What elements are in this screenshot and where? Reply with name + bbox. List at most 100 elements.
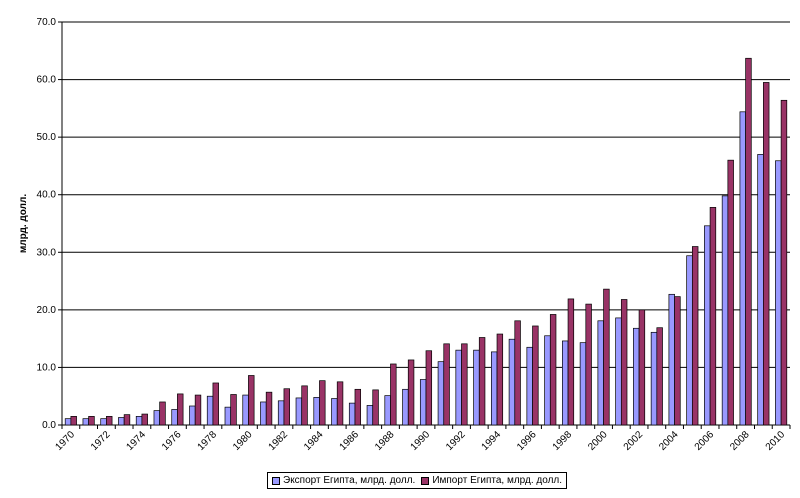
- bar-export-1980: [242, 394, 249, 426]
- bar-export-1997: [544, 335, 551, 426]
- x-tick-label: 1984: [302, 429, 326, 453]
- bar-export-1985: [331, 398, 338, 426]
- bar-export-2009: [757, 154, 764, 426]
- x-tick-label: 1986: [338, 429, 362, 453]
- x-tick-label: 2010: [764, 429, 788, 453]
- bar-export-1983: [295, 397, 303, 426]
- bar-import-1986: [354, 388, 362, 426]
- x-tick-label: 1976: [160, 429, 184, 453]
- bar-import-1990: [425, 350, 433, 426]
- x-tick-label: 1998: [551, 429, 575, 453]
- bar-export-1993: [473, 349, 480, 426]
- bar-import-1979: [230, 394, 237, 426]
- y-tick-label: 20.0: [37, 305, 57, 316]
- bar-import-1970: [70, 416, 77, 426]
- bar-export-1984: [313, 397, 320, 426]
- bar-export-1973: [118, 417, 125, 426]
- bar-export-1988: [384, 395, 391, 426]
- bar-import-2010: [780, 99, 788, 426]
- bar-export-1977: [189, 405, 196, 426]
- bar-export-1974: [135, 416, 143, 426]
- bar-export-2010: [775, 160, 782, 426]
- bar-export-1998: [562, 340, 569, 426]
- legend-item-export: Экспорт Египта, млрд. долл.: [272, 475, 415, 486]
- bar-import-1976: [177, 393, 184, 426]
- bar-export-1970: [64, 418, 72, 426]
- bar-export-1995: [508, 338, 516, 426]
- legend-label-export: Экспорт Египта, млрд. долл.: [283, 475, 416, 486]
- bar-import-1972: [106, 416, 113, 426]
- legend: Экспорт Египта, млрд. долл. Импорт Египт…: [267, 472, 568, 489]
- x-tick-label: 1988: [373, 429, 397, 453]
- x-tick-label: 2004: [657, 429, 681, 453]
- bar-import-2005: [691, 246, 699, 426]
- bar-export-1992: [455, 349, 462, 426]
- x-tick-label: 1978: [196, 429, 220, 453]
- bar-import-2000: [603, 288, 610, 426]
- bar-import-1983: [301, 385, 308, 426]
- y-tick-label: 40.0: [37, 190, 57, 201]
- bar-export-2001: [615, 317, 622, 426]
- bar-export-1972: [100, 418, 107, 426]
- bar-import-1975: [159, 401, 166, 426]
- bar-export-2005: [686, 255, 693, 426]
- y-tick-label: 0.0: [42, 420, 56, 431]
- x-tick-label: 1982: [267, 429, 291, 453]
- x-tick-label: 1990: [409, 429, 433, 453]
- legend-swatch-export: [272, 476, 280, 485]
- bar-export-1990: [419, 379, 427, 426]
- bar-import-1997: [549, 314, 557, 426]
- bar-import-1992: [461, 343, 468, 426]
- bar-export-2006: [704, 225, 711, 426]
- bar-import-1991: [443, 343, 450, 426]
- bar-import-1999: [585, 303, 592, 426]
- x-tick-label: 2000: [586, 429, 610, 453]
- legend-item-import: Импорт Египта, млрд. долл.: [421, 475, 562, 486]
- bar-export-2003: [650, 331, 658, 426]
- bar-import-1974: [141, 413, 148, 426]
- x-tick-label: 1992: [444, 429, 468, 453]
- bar-import-1996: [532, 325, 539, 426]
- x-tick-label: 2002: [622, 429, 646, 453]
- bar-import-1985: [336, 381, 344, 426]
- bar-export-2000: [597, 320, 604, 426]
- bar-import-2001: [620, 299, 628, 426]
- y-tick-label: 30.0: [37, 247, 57, 258]
- bar-export-1987: [366, 405, 374, 426]
- x-tick-label: 2006: [693, 429, 717, 453]
- bar-import-1994: [496, 333, 504, 426]
- legend-label-import: Импорт Египта, млрд. долл.: [432, 475, 563, 486]
- bar-import-1982: [283, 388, 290, 426]
- bar-import-2008: [745, 57, 752, 426]
- x-tick-label: 1972: [89, 429, 113, 453]
- x-tick-label: 1974: [125, 429, 149, 453]
- bar-import-1980: [248, 375, 255, 426]
- x-tick-label: 1996: [515, 429, 539, 453]
- bar-export-2008: [739, 111, 746, 426]
- bar-import-2007: [727, 159, 734, 426]
- bar-export-1971: [82, 418, 89, 426]
- x-tick-label: 1980: [231, 429, 255, 453]
- bar-export-1982: [277, 400, 285, 426]
- bar-import-1977: [194, 394, 202, 426]
- bar-import-1981: [265, 391, 273, 426]
- x-tick-label: 1970: [53, 429, 77, 453]
- bar-export-1999: [579, 342, 587, 426]
- bar-export-2007: [721, 195, 729, 426]
- bar-import-2003: [656, 327, 663, 426]
- y-tick-label: 50.0: [37, 132, 57, 143]
- x-tick-label: 2008: [728, 429, 752, 453]
- bar-import-1984: [319, 380, 326, 426]
- bar-export-2004: [668, 293, 675, 426]
- bar-import-1995: [514, 320, 521, 426]
- bar-export-1994: [490, 351, 498, 426]
- y-tick-label: 10.0: [37, 362, 57, 373]
- bar-import-1988: [390, 363, 397, 426]
- bar-import-1973: [123, 414, 131, 426]
- y-tick-label: 60.0: [37, 75, 57, 86]
- bar-export-1989: [402, 388, 409, 426]
- bar-import-1978: [212, 382, 219, 426]
- bar-import-1998: [567, 298, 575, 426]
- bar-import-2006: [709, 207, 717, 426]
